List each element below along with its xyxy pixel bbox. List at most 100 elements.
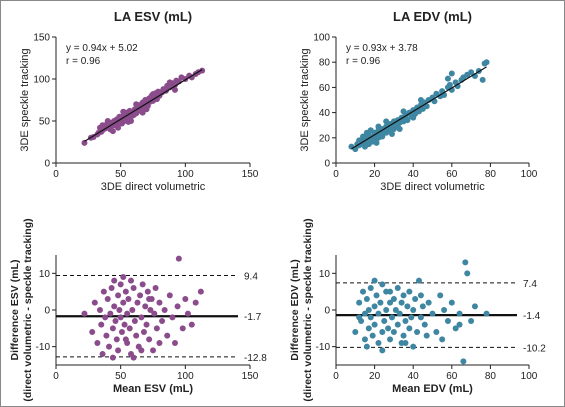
data-point: [404, 117, 411, 124]
data-point: [139, 281, 146, 288]
data-point: [120, 299, 127, 306]
data-point: [109, 325, 116, 332]
data-point: [360, 133, 367, 140]
data-point: [410, 114, 417, 121]
x-axis-label: Mean EDV (mL): [392, 383, 473, 395]
regression-line: [351, 66, 487, 150]
y-tick-label: 0: [324, 306, 330, 317]
data-point: [150, 347, 156, 354]
data-point: [120, 274, 127, 280]
data-point: [117, 281, 124, 288]
data-point: [164, 332, 171, 339]
data-point: [106, 343, 113, 350]
annotation-text: r = 0.96: [66, 56, 101, 67]
y-axis-label-secondary: (direct volumetric - speckle tracking): [22, 218, 34, 401]
data-point: [410, 307, 417, 313]
data-point: [468, 69, 475, 76]
data-point: [129, 307, 136, 313]
data-point: [417, 97, 424, 103]
data-point: [166, 292, 173, 299]
data-point: [117, 314, 124, 321]
reference-line-label: -12.8: [244, 353, 267, 364]
data-point: [363, 343, 370, 350]
x-tick-label: 100: [177, 169, 194, 180]
data-point: [439, 336, 446, 343]
data-point: [375, 310, 382, 317]
data-point: [444, 75, 451, 82]
y-tick-label: 0: [44, 159, 50, 170]
data-point: [182, 296, 189, 302]
data-point: [375, 123, 382, 130]
data-point: [109, 128, 116, 135]
data-point: [100, 288, 107, 295]
annotation-text: y = 0.93x + 3.78: [346, 43, 418, 54]
data-point: [146, 296, 153, 302]
annotation-text: r = 0.96: [346, 56, 381, 67]
data-point: [444, 318, 451, 324]
data-point: [138, 314, 145, 321]
data-point: [98, 321, 105, 328]
data-point: [184, 310, 191, 317]
data-point: [402, 340, 409, 346]
data-point: [152, 285, 159, 291]
x-tick-label: 20: [369, 169, 381, 180]
annotation-text: y = 0.94x + 5.02: [66, 43, 138, 54]
data-point: [388, 314, 395, 321]
data-point: [392, 307, 399, 313]
data-point: [448, 299, 455, 306]
y-tick-label: 10: [39, 269, 51, 280]
data-point: [394, 285, 401, 291]
data-point: [169, 314, 176, 321]
data-point: [108, 285, 115, 291]
data-point: [121, 321, 128, 328]
data-point: [379, 347, 386, 354]
data-point: [400, 292, 407, 299]
data-point: [423, 332, 430, 339]
data-point: [113, 336, 120, 343]
data-point: [375, 340, 382, 346]
x-tick-label: 0: [53, 169, 59, 180]
x-axis-label: 3DE direct volumetric: [380, 181, 485, 193]
data-point: [383, 118, 390, 125]
data-point: [396, 310, 403, 317]
data-point: [387, 288, 394, 295]
data-point: [423, 103, 430, 110]
data-point: [146, 336, 153, 343]
data-point: [111, 277, 118, 284]
data-point: [441, 307, 448, 313]
y-axis-label: 3DE speckle tracking: [299, 48, 311, 151]
data-point: [115, 124, 122, 131]
panel-esv_bland_altman: [52, 255, 251, 369]
data-point: [102, 314, 109, 321]
x-tick-label: 50: [115, 169, 127, 180]
x-tick-label: 0: [333, 371, 339, 382]
data-point: [363, 296, 370, 302]
data-point: [425, 299, 432, 306]
data-point: [179, 325, 186, 332]
data-point: [406, 325, 413, 332]
data-point: [383, 307, 390, 313]
data-point: [109, 354, 116, 361]
y-tick-label: 40: [319, 108, 331, 119]
data-point: [94, 340, 101, 346]
data-point: [429, 310, 436, 317]
data-point: [371, 277, 378, 284]
data-point: [111, 303, 118, 310]
x-tick-label: 150: [242, 169, 259, 180]
data-point: [379, 133, 386, 140]
data-point: [356, 137, 363, 144]
data-point: [468, 318, 475, 324]
data-point: [96, 124, 103, 131]
data-point: [412, 296, 419, 302]
data-point: [116, 307, 123, 313]
data-point: [188, 321, 195, 328]
data-point: [89, 329, 96, 335]
data-point: [140, 329, 147, 335]
data-point: [192, 299, 199, 306]
data-point: [144, 288, 151, 295]
data-point: [464, 270, 471, 277]
data-point: [143, 106, 150, 113]
data-point: [139, 109, 146, 116]
y-axis-label: Difference ESV (mL): [9, 260, 21, 361]
x-tick-label: 0: [333, 169, 339, 180]
